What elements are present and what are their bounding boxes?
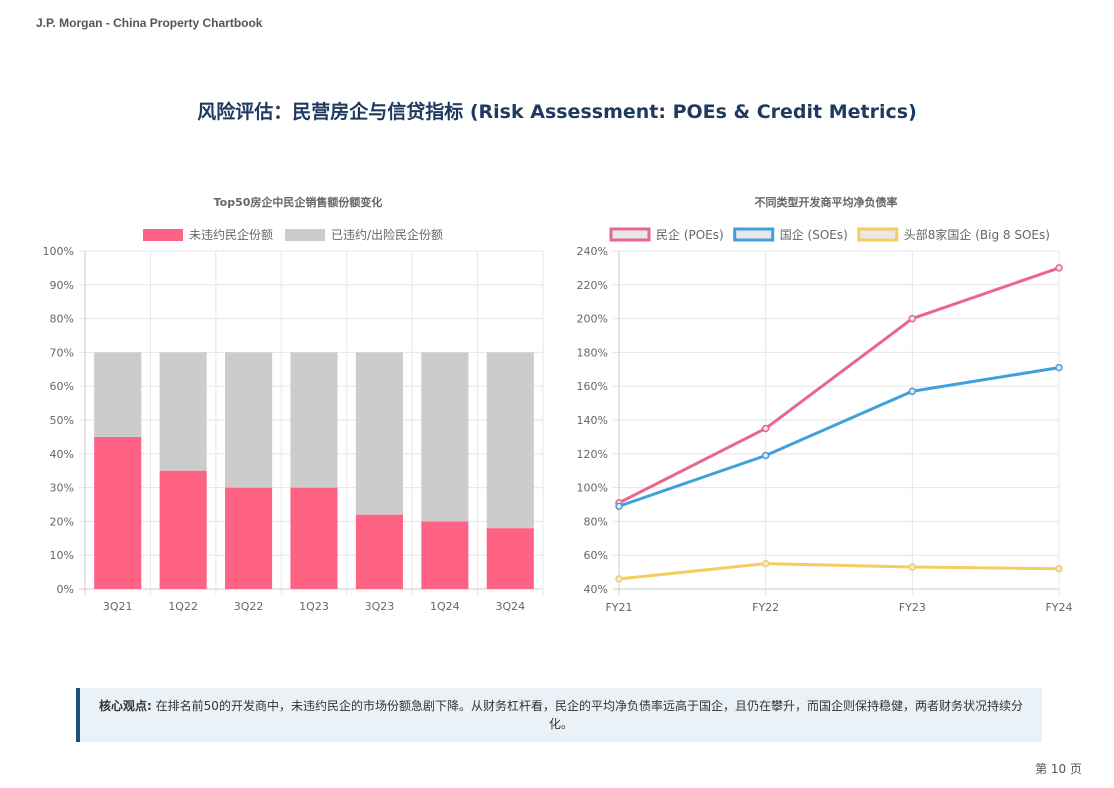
bar-active-poe bbox=[290, 487, 338, 589]
x-tick-label: 3Q24 bbox=[495, 600, 525, 613]
y-tick-label: 30% bbox=[50, 482, 74, 495]
y-tick-label: 180% bbox=[577, 346, 608, 359]
report-header: J.P. Morgan - China Property Chartbook bbox=[36, 16, 263, 30]
series-line-0 bbox=[618, 266, 1060, 505]
data-point-0 bbox=[908, 314, 917, 323]
y-tick-label: 240% bbox=[577, 245, 608, 258]
x-tick-label: 1Q22 bbox=[168, 600, 198, 613]
y-tick-label: 40% bbox=[584, 583, 608, 596]
insight-text: 在排名前50的开发商中，未违约民企的市场份额急剧下降。从财务杠杆看，民企的平均净… bbox=[151, 699, 1023, 731]
series-line-1 bbox=[618, 366, 1060, 508]
y-tick-label: 0% bbox=[57, 583, 74, 596]
data-point-1 bbox=[908, 387, 917, 396]
y-tick-label: 50% bbox=[50, 414, 74, 427]
legend-swatch-0 bbox=[609, 227, 651, 242]
bar-active-poe bbox=[355, 514, 403, 589]
x-tick-label: FY24 bbox=[1045, 601, 1072, 614]
data-point-2 bbox=[908, 563, 917, 571]
legend-swatch-0 bbox=[143, 229, 183, 241]
data-point-1 bbox=[615, 502, 623, 510]
x-tick-label: 3Q23 bbox=[365, 600, 395, 613]
data-point-2 bbox=[761, 559, 770, 568]
x-tick-label: FY23 bbox=[899, 601, 926, 614]
y-tick-label: 40% bbox=[50, 448, 74, 461]
legend-label-1: 已违约/出险民企份额 bbox=[331, 227, 443, 242]
legend-label-0: 民企 (POEs) bbox=[656, 227, 724, 242]
insight-label: 核心观点: bbox=[99, 699, 152, 713]
legend-label-2: 头部8家国企 (Big 8 SOEs) bbox=[904, 227, 1050, 242]
y-tick-label: 70% bbox=[50, 346, 74, 359]
bar-defaulted-poe bbox=[225, 352, 273, 488]
x-tick-label: FY22 bbox=[752, 601, 779, 614]
data-point-1 bbox=[761, 451, 770, 460]
y-tick-label: 100% bbox=[43, 245, 74, 258]
bar-active-poe bbox=[94, 436, 142, 589]
legend-label-0: 未违约民企份额 bbox=[189, 227, 273, 242]
y-tick-label: 100% bbox=[577, 482, 608, 495]
bar-active-poe bbox=[225, 487, 273, 589]
y-tick-label: 120% bbox=[577, 448, 608, 461]
data-point-2 bbox=[615, 575, 623, 583]
bar-defaulted-poe bbox=[159, 352, 207, 471]
bar-chart-title: Top50房企中民企销售额份额变化 bbox=[214, 195, 383, 209]
page-number: 第 10 页 bbox=[1035, 762, 1082, 776]
data-point-0 bbox=[761, 424, 770, 433]
y-tick-label: 80% bbox=[50, 313, 74, 326]
y-tick-label: 80% bbox=[584, 515, 608, 528]
x-tick-label: 3Q22 bbox=[234, 600, 264, 613]
legend-swatch-1 bbox=[733, 227, 775, 242]
bar-active-poe bbox=[159, 470, 207, 589]
legend-label-1: 国企 (SOEs) bbox=[780, 227, 848, 242]
y-tick-label: 20% bbox=[50, 515, 74, 528]
data-point-1 bbox=[1055, 363, 1063, 372]
y-tick-label: 60% bbox=[584, 549, 608, 562]
y-tick-label: 140% bbox=[577, 414, 608, 427]
bar-defaulted-poe bbox=[421, 352, 469, 522]
x-tick-label: FY21 bbox=[605, 601, 632, 614]
key-insight-box: 核心观点: 在排名前50的开发商中，未违约民企的市场份额急剧下降。从财务杠杆看，… bbox=[76, 688, 1042, 742]
bar-defaulted-poe bbox=[290, 352, 338, 488]
line-chart-title: 不同类型开发商平均净负债率 bbox=[755, 195, 898, 209]
bar-defaulted-poe bbox=[355, 352, 403, 515]
y-tick-label: 200% bbox=[577, 313, 608, 326]
legend-swatch-1 bbox=[285, 229, 326, 241]
bar-defaulted-poe bbox=[94, 352, 142, 437]
data-point-2 bbox=[1055, 564, 1063, 573]
x-tick-label: 1Q24 bbox=[430, 600, 460, 613]
bar-active-poe bbox=[486, 528, 534, 589]
legend-swatch-2 bbox=[857, 227, 899, 242]
y-tick-label: 220% bbox=[577, 279, 608, 292]
y-tick-label: 90% bbox=[50, 279, 74, 292]
y-tick-label: 160% bbox=[577, 380, 608, 393]
bar-active-poe bbox=[421, 521, 469, 589]
y-tick-label: 10% bbox=[50, 549, 74, 562]
bar-defaulted-poe bbox=[486, 352, 534, 529]
data-point-0 bbox=[1055, 264, 1063, 272]
series-line-2 bbox=[618, 562, 1060, 581]
y-tick-label: 60% bbox=[50, 380, 74, 393]
x-tick-label: 3Q21 bbox=[103, 600, 133, 613]
x-tick-label: 1Q23 bbox=[299, 600, 329, 613]
page-title: 风险评估：民营房企与信贷指标 (Risk Assessment: POEs & … bbox=[197, 101, 917, 123]
